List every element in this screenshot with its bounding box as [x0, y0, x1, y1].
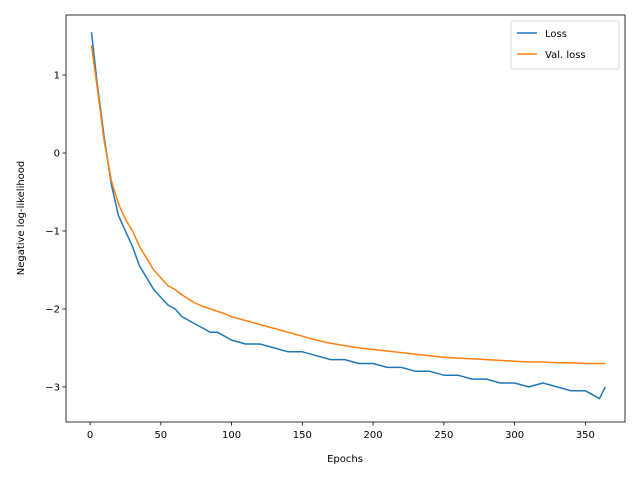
x-tick-label: 50 [154, 430, 167, 441]
legend: Loss Val. loss [510, 20, 620, 70]
x-tick-label: 150 [293, 430, 312, 441]
y-tick-label: −3 [45, 382, 60, 393]
x-tick-label: 0 [87, 430, 93, 441]
x-tick-label: 250 [434, 430, 453, 441]
legend-label: Loss [545, 29, 567, 40]
y-tick-label: −2 [45, 304, 60, 315]
y-tick-label: 1 [54, 71, 60, 82]
legend-label: Val. loss [545, 50, 586, 61]
x-tick-label: 200 [364, 430, 383, 441]
x-axis: 0 50 100 150 200 250 300 350 [87, 422, 595, 441]
y-axis: 1 0 −1 −2 −3 [45, 71, 66, 393]
series-line-1 [90, 32, 606, 400]
x-axis-title: Epochs [327, 454, 363, 465]
plot-area-frame [65, 14, 626, 423]
y-tick-label: −1 [45, 226, 60, 237]
x-tick-label: 300 [505, 430, 524, 441]
legend-box [510, 20, 620, 70]
x-tick-label: 350 [576, 430, 595, 441]
series-line-2 [90, 45, 606, 365]
y-axis-title: Negative log-likelihood [16, 161, 27, 276]
x-tick-label: 100 [222, 430, 241, 441]
y-tick-label: 0 [54, 149, 60, 160]
